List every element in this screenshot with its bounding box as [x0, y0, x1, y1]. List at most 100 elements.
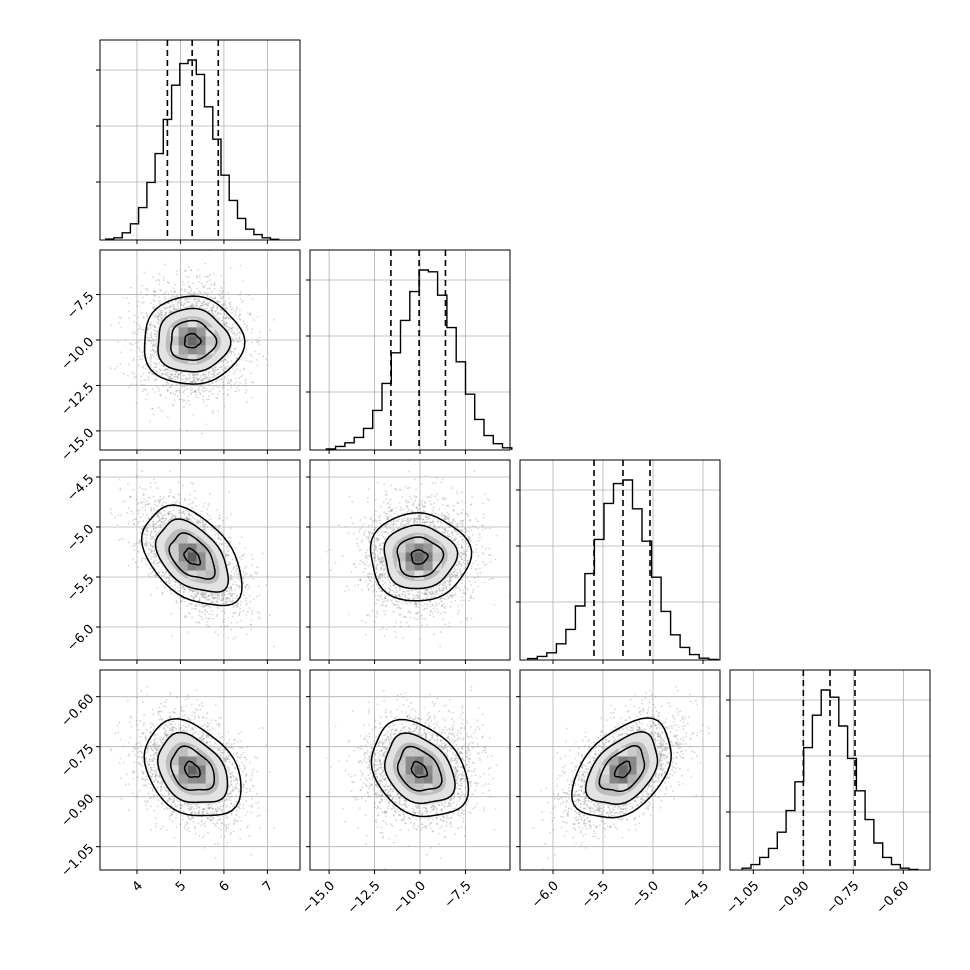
sample-point	[186, 518, 189, 521]
sample-point	[233, 580, 236, 583]
sample-point	[189, 269, 192, 272]
sample-point	[227, 554, 230, 556]
sample-point	[164, 307, 167, 310]
sample-point	[225, 600, 228, 603]
sample-point	[207, 504, 210, 507]
sample-point	[217, 300, 220, 303]
sample-point	[200, 593, 202, 596]
sample-point	[200, 304, 202, 307]
sample-point	[137, 550, 140, 553]
contour-0	[143, 295, 246, 385]
sample-point	[175, 390, 177, 393]
sample-point	[229, 578, 232, 581]
sample-point	[213, 530, 216, 533]
sample-point	[238, 578, 241, 581]
sample-point	[139, 339, 142, 341]
sample-point	[157, 565, 160, 568]
sample-point	[165, 311, 168, 314]
sample-point	[188, 377, 191, 380]
sample-point	[228, 370, 231, 373]
sample-point	[150, 572, 152, 575]
sample-point	[229, 267, 232, 270]
sample-point	[227, 328, 230, 331]
sample-point	[189, 389, 192, 391]
sample-point	[184, 269, 187, 272]
sample-point	[223, 612, 226, 614]
sample-point	[212, 617, 215, 620]
sample-point	[173, 379, 175, 381]
panel-frame	[309, 249, 511, 451]
sample-point	[144, 398, 147, 401]
sample-point	[189, 518, 192, 520]
sample-point	[205, 292, 208, 295]
sample-point	[194, 296, 196, 299]
sample-point	[127, 302, 130, 305]
sample-point	[140, 351, 143, 354]
sample-point	[144, 534, 147, 536]
sample-point	[135, 542, 138, 545]
sample-point	[133, 543, 136, 545]
sample-point	[235, 604, 237, 606]
sample-point	[210, 384, 213, 387]
sample-point	[202, 286, 205, 289]
sample-point	[161, 373, 163, 375]
sample-point	[226, 365, 229, 367]
sample-point	[119, 514, 122, 517]
sample-point	[200, 378, 203, 381]
sample-point	[214, 370, 216, 373]
sample-point	[220, 295, 223, 298]
sample-point	[156, 385, 158, 388]
sample-point	[167, 368, 169, 371]
sample-point	[190, 290, 193, 292]
sample-point	[159, 288, 162, 291]
sample-point	[146, 315, 149, 318]
sample-point	[160, 580, 162, 583]
sample-point	[201, 604, 204, 606]
sample-point	[155, 378, 157, 381]
sample-point	[160, 314, 163, 316]
sample-point	[209, 274, 212, 276]
sample-point	[242, 300, 245, 302]
sample-point	[222, 392, 225, 395]
sample-point	[195, 297, 198, 300]
sample-point	[234, 313, 237, 316]
sample-point	[185, 516, 188, 519]
sample-point	[230, 628, 233, 631]
sample-point	[136, 503, 139, 506]
density-cell	[169, 327, 179, 337]
sample-point	[221, 531, 223, 534]
sample-point	[195, 596, 198, 599]
sample-point	[246, 583, 248, 586]
sample-point	[256, 611, 259, 613]
sample-point	[233, 383, 236, 385]
sample-point	[179, 607, 182, 610]
sample-point	[242, 320, 245, 323]
sample-point	[189, 612, 191, 615]
sample-point	[139, 358, 142, 361]
sample-point	[153, 509, 156, 512]
sample-point	[170, 304, 172, 307]
sample-point	[204, 605, 207, 608]
sample-point	[252, 598, 255, 600]
sample-point	[224, 368, 227, 370]
sample-point	[182, 585, 184, 588]
sample-point	[227, 316, 230, 319]
sample-point	[258, 617, 261, 620]
sample-point	[250, 360, 253, 363]
sample-point	[152, 495, 155, 498]
sample-point	[198, 599, 200, 602]
panel-frame	[99, 249, 301, 451]
sample-point	[250, 624, 253, 627]
sample-point	[161, 369, 164, 372]
sample-point	[145, 364, 147, 367]
sample-point	[157, 322, 160, 325]
sample-point	[215, 597, 217, 599]
sample-point	[152, 339, 155, 342]
sample-point	[202, 302, 204, 305]
sample-point	[227, 291, 230, 294]
sample-point	[255, 359, 258, 361]
sample-point	[127, 310, 130, 313]
sample-point	[215, 385, 218, 388]
sample-point	[154, 295, 157, 297]
sample-point	[195, 302, 198, 304]
